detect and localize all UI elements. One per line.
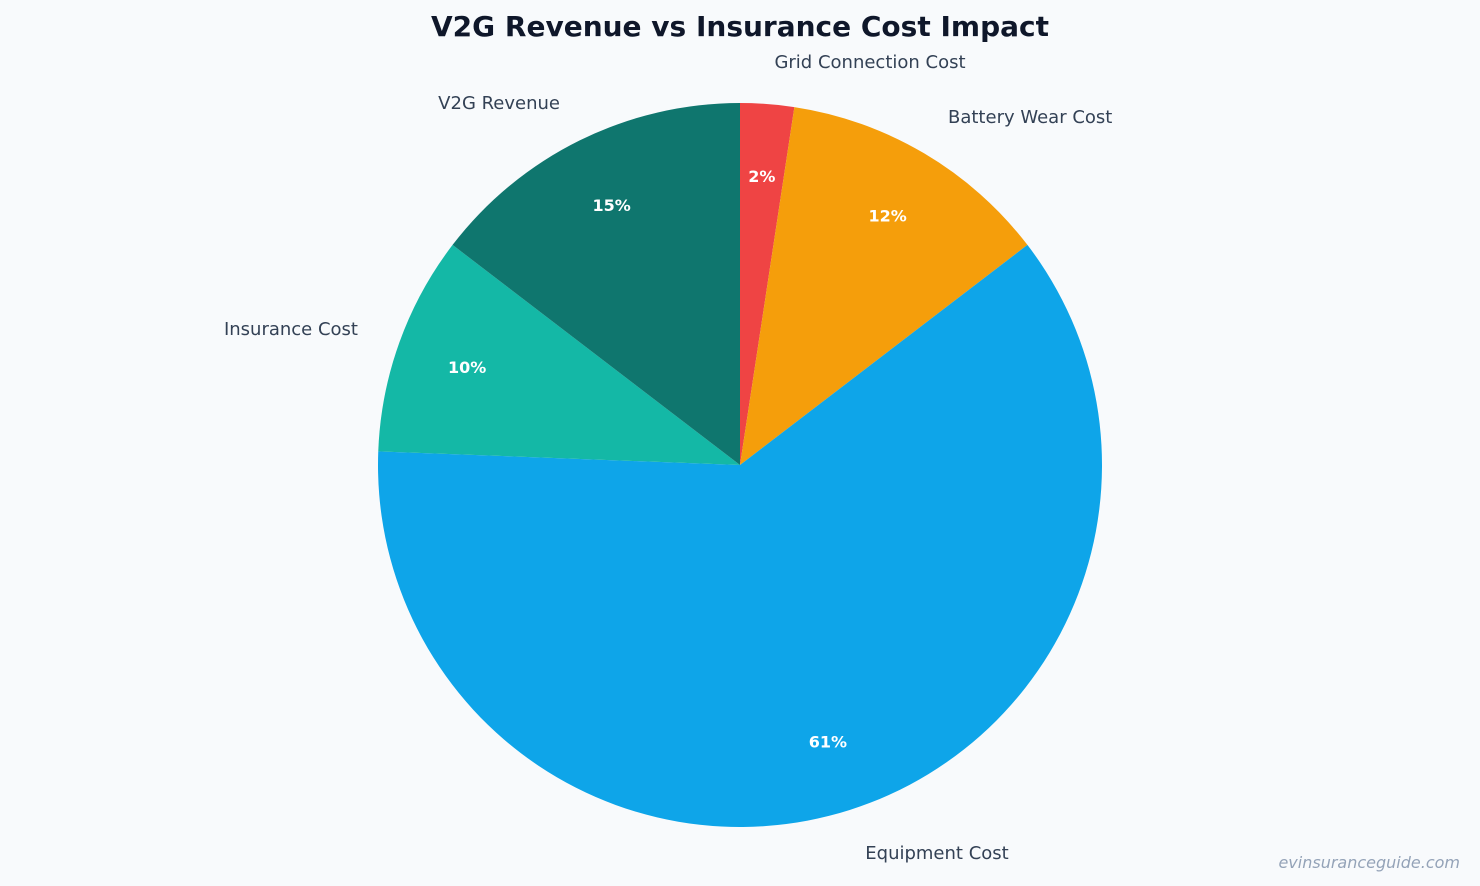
pie-slice-equipment-cost [377,244,1102,828]
percent-label: 15% [592,196,630,215]
percent-label: 61% [809,732,847,751]
slice-label: Equipment Cost [865,843,1008,864]
percent-label: 10% [448,358,486,377]
pie-slice-v2g-revenue [452,103,740,465]
percent-label: 12% [868,206,906,225]
chart-title: V2G Revenue vs Insurance Cost Impact [431,10,1049,43]
slice-label: Battery Wear Cost [948,107,1112,128]
pie-slice-grid-connection-cost [740,103,795,465]
pie-slice-battery-wear-cost [740,107,1028,466]
slice-label: V2G Revenue [438,93,560,114]
watermark: evinsuranceguide.com [1278,853,1460,872]
pie-slice-insurance-cost [378,244,740,465]
slice-label: Insurance Cost [224,319,358,340]
percent-label: 2% [748,167,775,186]
slice-label: Grid Connection Cost [774,52,965,73]
